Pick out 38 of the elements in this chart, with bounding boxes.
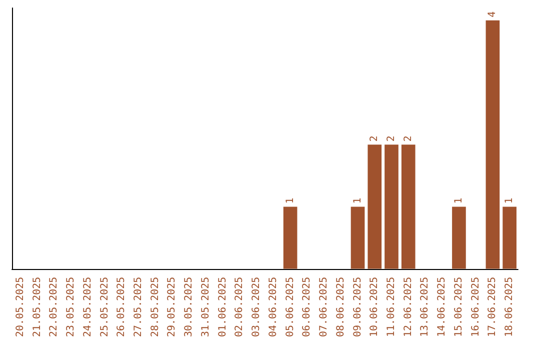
data-label: 2 (386, 136, 397, 142)
x-tick-label: 29.05.2025 (166, 276, 178, 338)
x-tick-label: 12.06.2025 (402, 276, 414, 338)
x-tick-label: 05.06.2025 (284, 276, 296, 338)
data-label: 1 (352, 198, 364, 204)
x-tick-label: 21.05.2025 (32, 276, 43, 338)
data-label: 4 (487, 11, 498, 18)
x-tick-label: 31.05.2025 (200, 276, 212, 338)
x-tick-label: 20.05.2025 (14, 276, 26, 338)
data-label: 2 (402, 136, 414, 142)
data-label: 1 (504, 198, 516, 204)
x-tick-label: 17.06.2025 (487, 276, 498, 338)
x-tick-label: 30.05.2025 (184, 276, 195, 338)
data-label: 2 (369, 136, 380, 142)
x-tick-label: 26.05.2025 (116, 276, 128, 338)
x-tick-label: 16.06.2025 (470, 276, 482, 338)
x-tick-label: 13.06.2025 (420, 276, 431, 338)
data-label: 1 (453, 198, 464, 204)
x-tick-label: 14.06.2025 (436, 276, 448, 338)
x-tick-label: 09.06.2025 (352, 276, 364, 338)
x-tick-label: 08.06.2025 (335, 276, 346, 338)
x-tick-label: 06.06.2025 (302, 276, 313, 338)
x-tick-label: 28.05.2025 (150, 276, 161, 338)
x-tick-label: 18.06.2025 (504, 276, 516, 338)
x-tick-label: 24.05.2025 (82, 276, 94, 338)
x-tick-label: 22.05.2025 (48, 276, 60, 338)
x-tick-label: 25.05.2025 (99, 276, 110, 338)
x-tick-label: 27.05.2025 (133, 276, 144, 338)
x-tick-label: 02.06.2025 (234, 276, 246, 338)
data-label: 1 (284, 198, 296, 204)
x-tick-label: 01.06.2025 (217, 276, 228, 338)
x-tick-label: 04.06.2025 (268, 276, 279, 338)
x-tick-label: 03.06.2025 (251, 276, 262, 338)
x-tick-label: 23.05.2025 (66, 276, 77, 338)
x-tick-label: 07.06.2025 (318, 276, 330, 338)
x-tick-label: 15.06.2025 (453, 276, 464, 338)
x-tick-label: 11.06.2025 (386, 276, 397, 338)
x-tick-label: 10.06.2025 (369, 276, 380, 338)
